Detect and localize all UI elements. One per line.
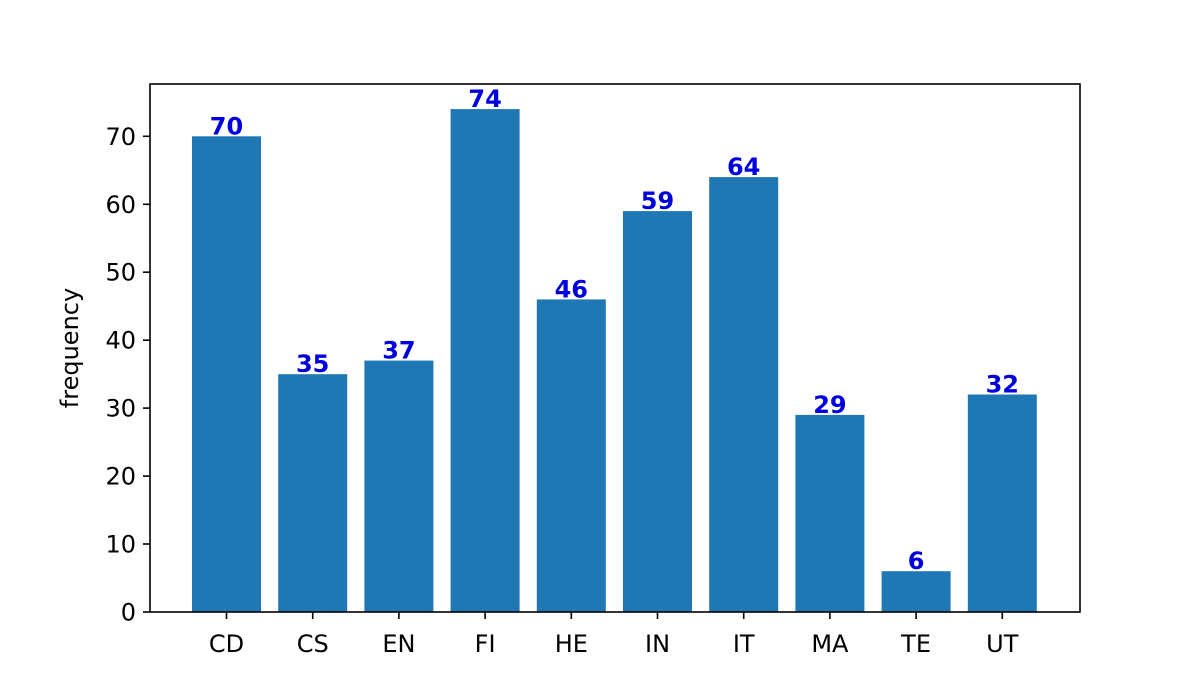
x-tick-label-ma: MA [811,630,849,658]
y-tick-label-40: 40 [105,327,136,355]
bar-te [881,571,951,612]
x-tick-label-ut: UT [986,630,1019,658]
bar-ut [967,394,1037,612]
x-tick-label-fi: FI [475,630,496,658]
data-label-in: 59 [641,187,674,215]
bar-in [623,211,692,612]
x-tick-label-it: IT [733,630,755,658]
x-tick-label-in: IN [645,630,670,658]
plot-frame [149,83,1081,613]
y-tick-label-10: 10 [105,531,136,559]
bar-fi [450,109,520,612]
data-label-cs: 35 [296,350,329,378]
bar-en [364,360,434,612]
x-tick-label-en: EN [382,630,415,658]
bar-he [536,299,606,612]
y-tick-label-70: 70 [105,123,136,151]
data-label-cd: 70 [210,112,243,140]
x-tick-label-cs: CS [297,630,329,658]
y-tick-label-60: 60 [105,191,136,219]
bar-cd [192,136,261,613]
data-label-te: 6 [908,547,925,575]
x-tick-label-te: TE [900,630,931,658]
data-label-en: 37 [382,337,415,365]
bar-it [709,177,779,612]
y-tick-label-30: 30 [105,395,136,423]
x-tick-label-he: HE [555,630,588,658]
bar-ma [795,414,865,612]
data-label-ma: 29 [813,391,846,419]
data-label-it: 64 [727,153,760,181]
bars-group [192,109,1037,613]
data-label-fi: 74 [468,85,501,113]
data-labels-group: 70 35 37 74 46 59 64 29 6 32 [210,85,1019,575]
x-axis-ticks: CD CS EN FI HE IN IT MA TE UT [209,612,1019,658]
data-label-ut: 32 [986,371,1019,399]
y-axis-label: frequency [56,288,84,408]
bar-cs [278,374,348,612]
y-axis-ticks: 0 10 20 30 40 50 60 70 [105,123,150,627]
x-tick-label-cd: CD [209,630,244,658]
data-label-he: 46 [555,275,588,303]
y-tick-label-20: 20 [105,463,136,491]
y-tick-label-0: 0 [121,599,136,627]
y-tick-label-50: 50 [105,259,136,287]
